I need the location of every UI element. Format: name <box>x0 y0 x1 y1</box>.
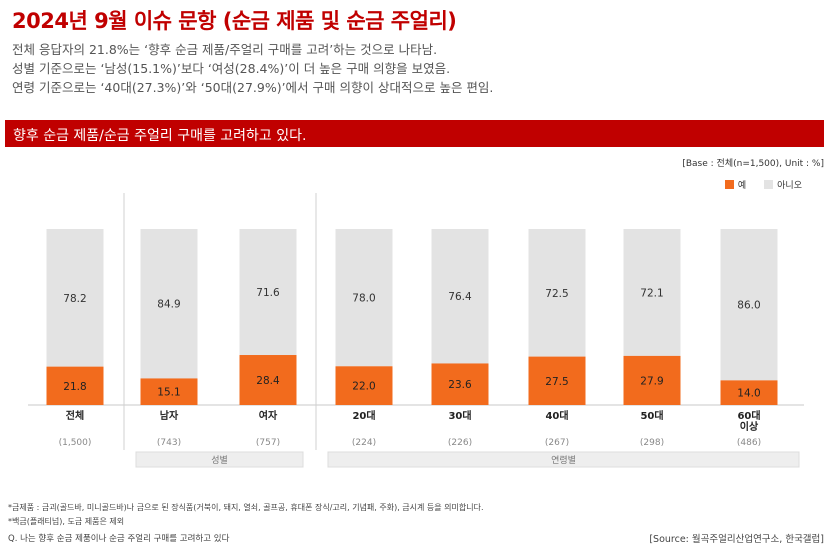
question-text: Q. 나는 향후 순금 제품이나 순금 주얼리 구매를 고려하고 있다 <box>8 534 230 544</box>
bar-yes <box>431 363 489 405</box>
data-label-yes: 23.6 <box>448 379 472 391</box>
data-label-yes: 15.1 <box>157 387 180 399</box>
data-label-yes: 28.4 <box>256 375 280 387</box>
category-label: 20대 <box>352 409 375 422</box>
description-line: 전체 응답자의 21.8%는 ‘향후 순금 제품/주얼리 구매를 고려’하는 것… <box>12 42 438 57</box>
bar-yes <box>239 355 297 405</box>
legend-label-yes: 예 <box>737 181 747 191</box>
base-note: [Base : 전체(n=1,500), Unit : %] <box>682 159 824 169</box>
page-title: 2024년 9월 이슈 문항 (순금 제품 및 순금 주얼리) <box>12 9 457 33</box>
data-label-no: 72.5 <box>545 288 568 300</box>
description: 전체 응답자의 21.8%는 ‘향후 순금 제품/주얼리 구매를 고려’하는 것… <box>12 40 493 97</box>
group-label: 성별 <box>211 455 228 466</box>
bar-no <box>623 229 681 356</box>
source-note: [Source: 월곡주얼리산업연구소, 한국갤럽] <box>649 534 824 545</box>
category-label: 40대 <box>545 409 568 422</box>
bar-no <box>720 229 778 381</box>
legend-swatch-yes <box>724 180 734 189</box>
legend-label-no: 아니오 <box>777 181 802 191</box>
data-label-no: 71.6 <box>256 287 280 299</box>
category-label: 전체 <box>66 409 84 422</box>
bar-no <box>335 229 393 367</box>
chart-title-banner: 향후 순금 제품/순금 주얼리 구매를 고려하고 있다. <box>5 120 824 147</box>
data-label-yes: 22.0 <box>352 381 375 393</box>
data-label-no: 76.4 <box>448 291 472 303</box>
group-label: 연령별 <box>551 454 576 466</box>
bar-yes <box>623 355 681 405</box>
sample-size-label: (486) <box>737 438 761 448</box>
bar-no <box>431 229 489 364</box>
description-line: 성별 기준으로는 ‘남성(15.1%)’보다 ‘여성(28.4%)’이 더 높은… <box>12 61 451 76</box>
bar-yes <box>46 366 104 405</box>
data-label-yes: 27.9 <box>640 375 663 387</box>
bar-yes <box>528 356 586 405</box>
sample-size-label: (298) <box>640 438 664 448</box>
data-label-no: 86.0 <box>737 300 760 312</box>
bar-yes <box>140 378 198 405</box>
bar-no <box>528 229 586 357</box>
bar-no <box>46 229 104 367</box>
footnote: *백금(플래티넘), 도금 제품은 제외 <box>8 517 125 526</box>
category-label: 남자 <box>160 409 179 422</box>
sample-size-label: (224) <box>352 438 376 448</box>
data-label-yes: 27.5 <box>545 376 568 388</box>
category-label: 이상 <box>740 420 759 433</box>
sample-size-label: (1,500) <box>59 438 92 448</box>
category-label: 30대 <box>448 409 471 422</box>
bar-yes <box>335 366 393 405</box>
category-label: 50대 <box>640 409 663 422</box>
data-label-no: 84.9 <box>157 299 180 311</box>
group-box <box>327 451 800 468</box>
sample-size-label: (743) <box>157 438 181 448</box>
data-label-yes: 14.0 <box>737 388 760 400</box>
data-label-yes: 21.8 <box>63 381 86 393</box>
footnote: *금제품 : 금괴(골드바, 미니골드바)나 금으로 된 장식품(거북이, 돼지… <box>8 503 484 512</box>
category-label: 여자 <box>259 409 278 422</box>
group-box <box>135 451 304 468</box>
data-label-no: 72.1 <box>640 287 663 299</box>
bar-no <box>239 229 297 356</box>
category-label: 60대 <box>737 409 760 422</box>
bar-no <box>140 229 198 379</box>
sample-size-label: (267) <box>545 438 569 448</box>
legend-swatch-no <box>764 180 774 189</box>
description-line: 연령 기준으로는 ‘40대(27.3%)’와 ‘50대(27.9%)’에서 구매… <box>12 80 494 95</box>
data-label-no: 78.2 <box>63 293 86 305</box>
chart-title: 향후 순금 제품/순금 주얼리 구매를 고려하고 있다. <box>13 128 307 144</box>
sample-size-label: (226) <box>448 438 472 448</box>
legend: 예 아니오 <box>724 178 802 191</box>
bar-yes <box>720 380 778 405</box>
data-label-no: 78.0 <box>352 293 375 305</box>
sample-size-label: (757) <box>256 438 280 448</box>
